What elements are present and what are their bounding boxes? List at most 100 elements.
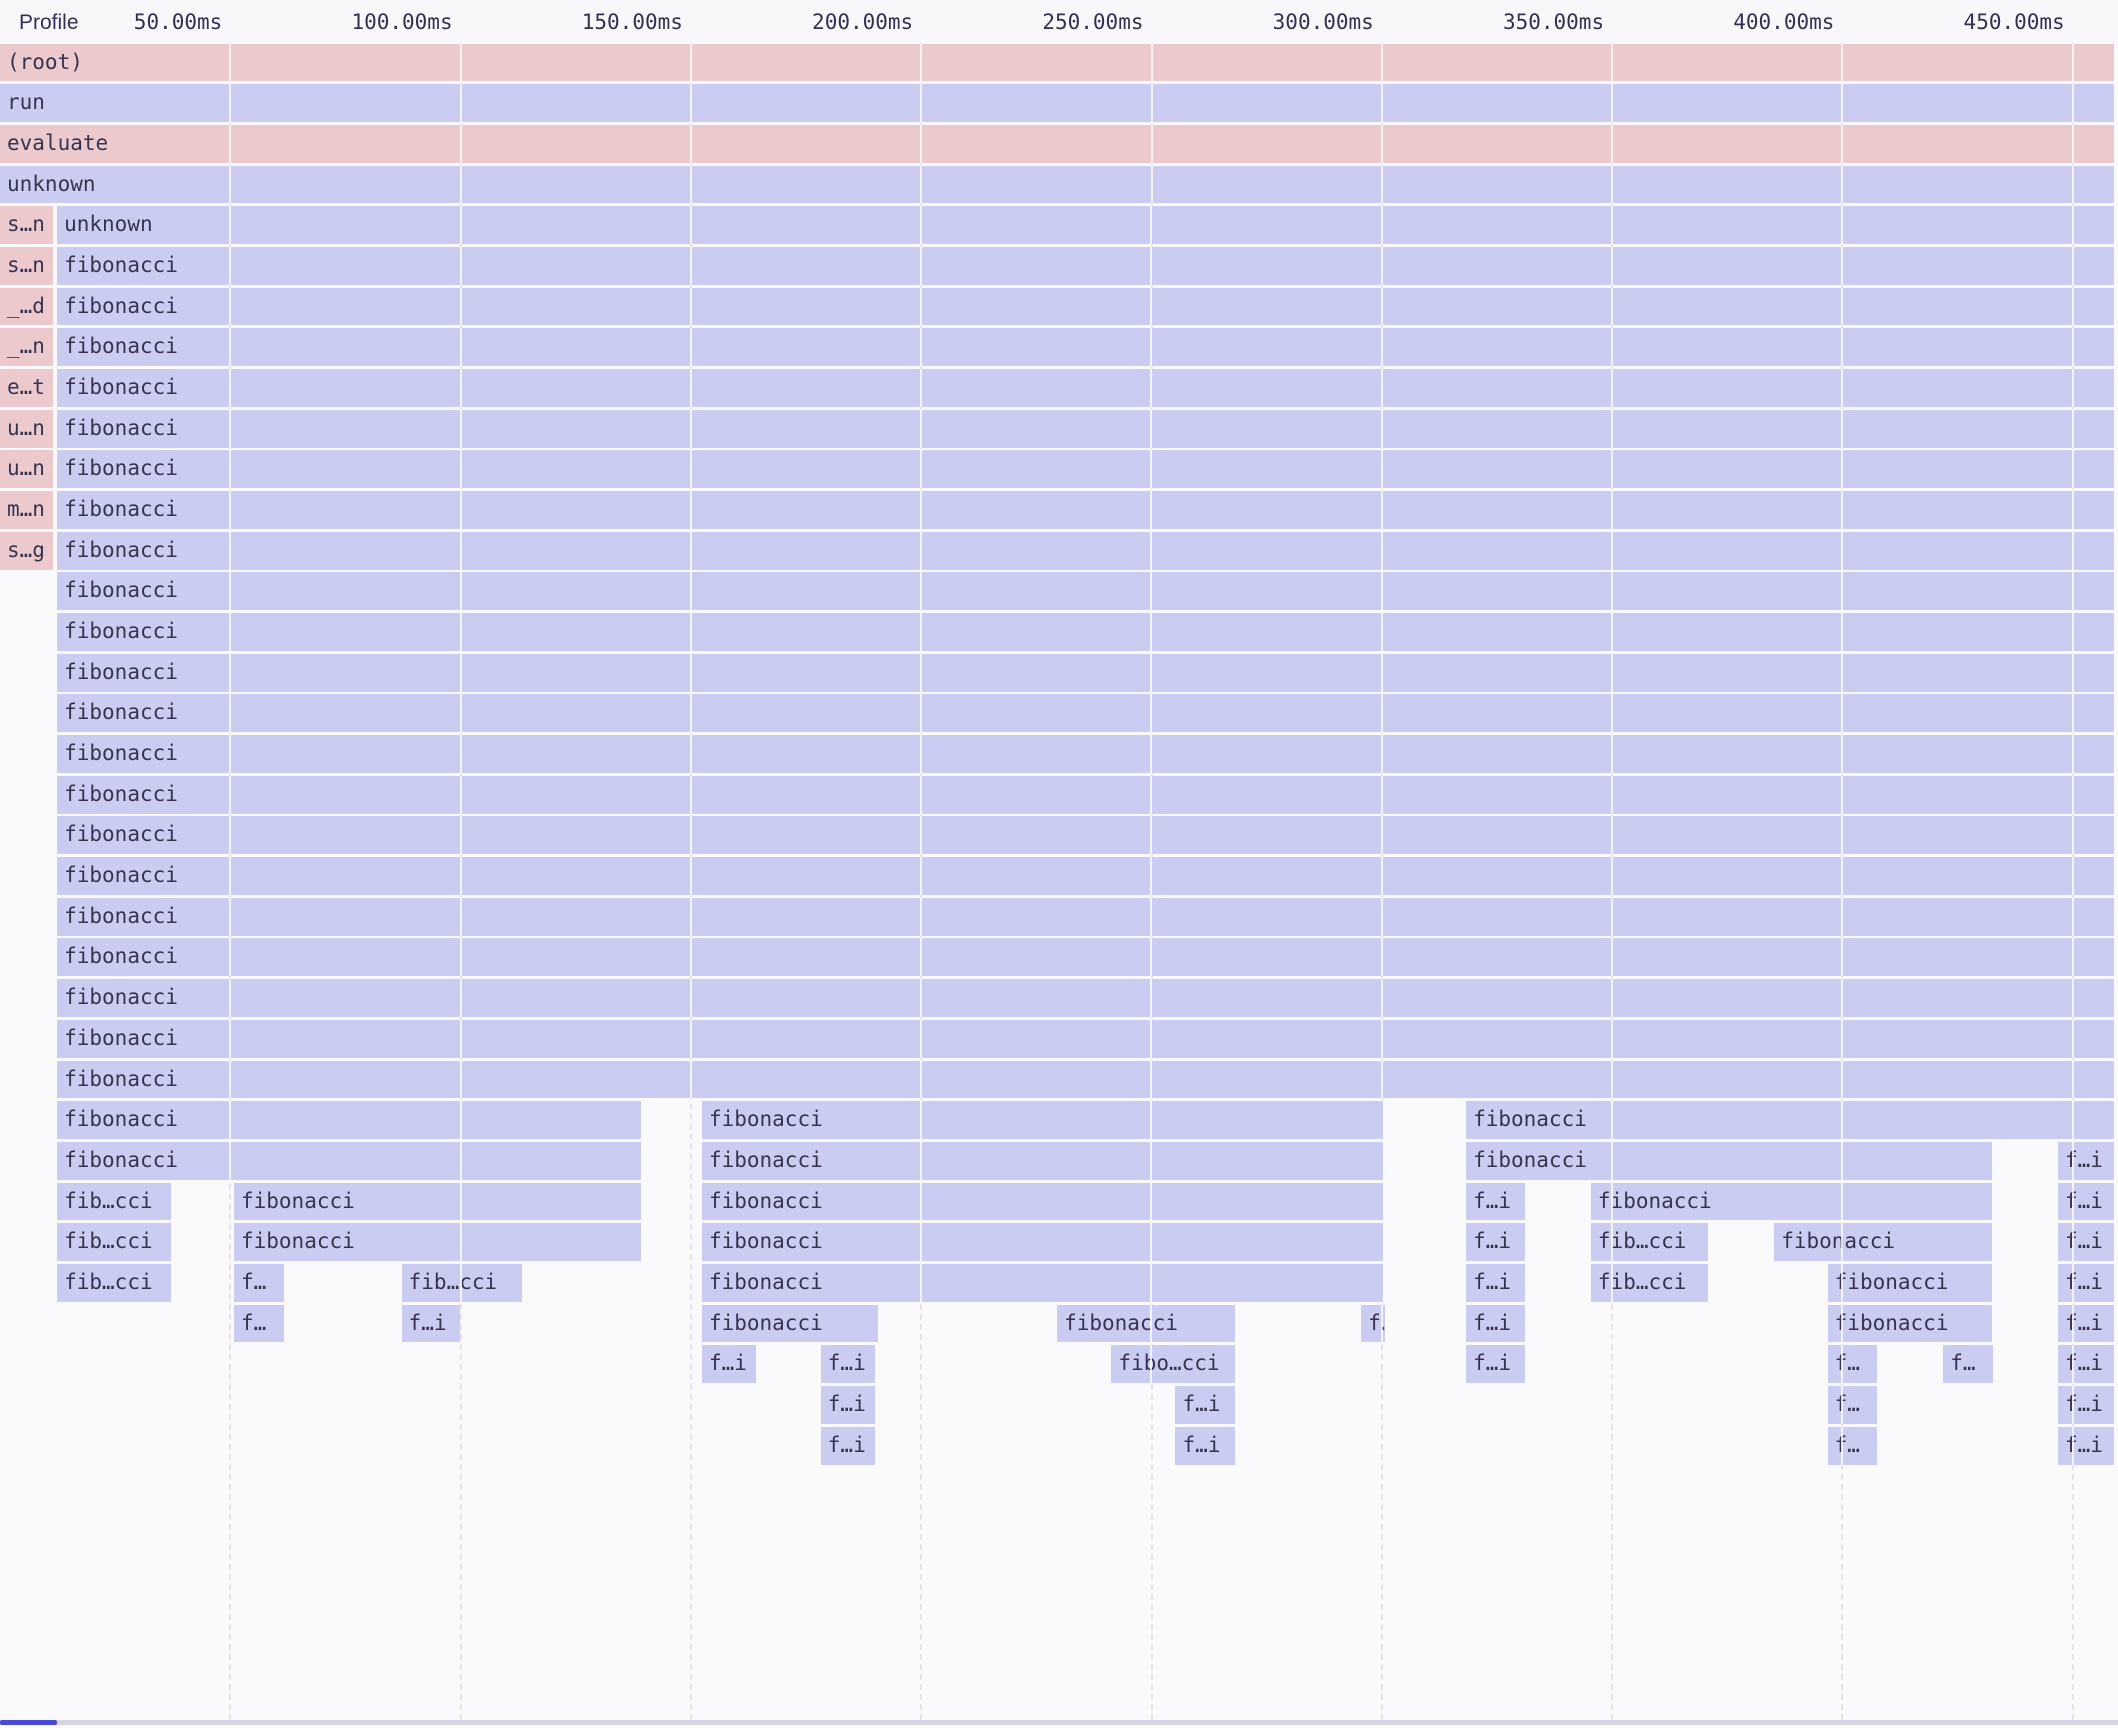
flame-frame[interactable]: f…i bbox=[2057, 1182, 2115, 1221]
flame-frame[interactable]: unknown bbox=[57, 206, 2115, 245]
gridline-overlay bbox=[689, 572, 692, 611]
flame-frame[interactable]: f…i bbox=[1466, 1223, 1525, 1262]
gridline-overlay bbox=[1150, 1223, 1153, 1262]
flame-frame[interactable]: f…i bbox=[820, 1385, 876, 1424]
flame-frame[interactable]: fib…cci bbox=[57, 1223, 171, 1262]
flame-frame[interactable]: f…i bbox=[2057, 1304, 2115, 1343]
flame-frame[interactable]: fibonacci bbox=[57, 287, 2115, 326]
flame-frame[interactable]: fib…cci bbox=[1590, 1263, 1709, 1302]
flame-frame[interactable]: f…i bbox=[2057, 1223, 2115, 1262]
flame-frame[interactable]: u…n bbox=[0, 409, 53, 448]
flame-frame[interactable]: f…i bbox=[1175, 1385, 1235, 1424]
flame-frame[interactable]: f… bbox=[1827, 1426, 1877, 1465]
flame-frame[interactable]: f… bbox=[1943, 1345, 1993, 1384]
flame-frame[interactable]: f… bbox=[1361, 1304, 1385, 1343]
gridline-overlay bbox=[1841, 857, 1844, 895]
flame-frame[interactable]: fib…cci bbox=[1590, 1223, 1709, 1262]
flame-frame[interactable]: fibonacci bbox=[57, 572, 2115, 611]
flame-frame[interactable]: f…i bbox=[2057, 1426, 2115, 1465]
flame-frame[interactable]: fibonacci bbox=[1590, 1182, 1992, 1221]
gridline-overlay bbox=[1841, 897, 1844, 936]
flame-frame[interactable]: s…g bbox=[0, 531, 53, 570]
flame-frame[interactable]: fibonacci bbox=[1827, 1263, 1992, 1302]
flame-frame[interactable]: u…n bbox=[0, 450, 53, 489]
flame-frame[interactable]: fibonacci bbox=[57, 1019, 2115, 1058]
flame-frame[interactable]: f…i bbox=[1466, 1345, 1525, 1384]
flame-frame[interactable]: f… bbox=[233, 1304, 284, 1343]
flame-frame[interactable]: fibonacci bbox=[57, 735, 2115, 773]
flame-frame[interactable]: f…i bbox=[820, 1426, 876, 1465]
flame-frame[interactable]: fibonacci bbox=[57, 490, 2115, 529]
flame-frame[interactable]: unknown bbox=[0, 165, 2115, 204]
flame-frame[interactable]: fibonacci bbox=[1827, 1304, 1992, 1343]
flame-frame[interactable]: fibonacci bbox=[1057, 1304, 1235, 1343]
flame-frame[interactable]: evaluate bbox=[0, 124, 2115, 163]
gridline-overlay bbox=[1841, 328, 1844, 367]
flame-frame[interactable]: fib…cci bbox=[401, 1263, 522, 1302]
flame-frame[interactable]: s…n bbox=[0, 206, 53, 245]
flame-frame[interactable]: fibonacci bbox=[57, 246, 2115, 285]
flame-frame[interactable]: fibonacci bbox=[701, 1223, 1383, 1262]
gridline-overlay bbox=[2071, 43, 2074, 82]
flame-frame[interactable]: fibonacci bbox=[1466, 1101, 2115, 1140]
flame-frame[interactable]: fibonacci bbox=[701, 1304, 878, 1343]
flame-frame[interactable]: fibonacci bbox=[57, 1101, 641, 1140]
flame-frame[interactable]: e…t bbox=[0, 368, 53, 407]
flame-frame[interactable]: f… bbox=[1827, 1345, 1877, 1384]
flame-frame[interactable]: fibonacci bbox=[57, 1141, 641, 1180]
flame-frame[interactable]: fibonacci bbox=[57, 816, 2115, 855]
flame-frame[interactable]: f…i bbox=[2057, 1263, 2115, 1302]
flame-frame[interactable]: fibonacci bbox=[701, 1182, 1383, 1221]
flame-frame[interactable]: f…i bbox=[2057, 1385, 2115, 1424]
flame-frame[interactable]: f…i bbox=[2057, 1345, 2115, 1384]
gridline-overlay bbox=[459, 694, 462, 733]
flame-frame[interactable]: fibo…cci bbox=[1111, 1345, 1235, 1384]
flame-frame[interactable]: fibonacci bbox=[57, 897, 2115, 936]
flame-frame[interactable]: fibonacci bbox=[701, 1141, 1383, 1180]
gridline-overlay bbox=[229, 775, 232, 814]
flame-frame[interactable]: _…n bbox=[0, 328, 53, 367]
flame-frame[interactable]: f…i bbox=[1175, 1426, 1235, 1465]
flame-frame[interactable]: fibonacci bbox=[701, 1263, 1383, 1302]
flame-frame[interactable]: fibonacci bbox=[57, 653, 2115, 692]
horizontal-scrollbar-track[interactable] bbox=[0, 1720, 2118, 1725]
flame-frame[interactable]: f…i bbox=[1466, 1304, 1525, 1343]
flame-frame[interactable]: f…i bbox=[1466, 1182, 1525, 1221]
flame-frame[interactable]: f…i bbox=[1466, 1263, 1525, 1302]
horizontal-scrollbar-thumb[interactable] bbox=[0, 1720, 57, 1725]
flame-frame[interactable]: f… bbox=[233, 1263, 284, 1302]
flame-frame[interactable]: _…d bbox=[0, 287, 53, 326]
flame-frame[interactable]: fibonacci bbox=[57, 531, 2115, 570]
flame-frame[interactable]: f…i bbox=[401, 1304, 461, 1343]
time-tick-label: 300.00ms bbox=[1272, 10, 1374, 34]
flame-frame[interactable]: fibonacci bbox=[57, 328, 2115, 367]
flame-frame[interactable]: fibonacci bbox=[701, 1101, 1383, 1140]
flame-frame[interactable]: fibonacci bbox=[57, 694, 2115, 733]
gridline-overlay bbox=[1380, 165, 1383, 204]
flame-frame[interactable]: f…i bbox=[820, 1345, 876, 1384]
flame-frame[interactable]: fibonacci bbox=[57, 979, 2115, 1018]
flame-frame[interactable]: fibonacci bbox=[1466, 1141, 1992, 1180]
gridline-overlay bbox=[1611, 1019, 1614, 1058]
gridline-overlay bbox=[459, 246, 462, 285]
flame-frame[interactable]: fibonacci bbox=[57, 857, 2115, 895]
flame-frame[interactable]: fibonacci bbox=[233, 1223, 641, 1262]
flame-frame[interactable]: fibonacci bbox=[57, 775, 2115, 814]
flame-frame[interactable]: m…n bbox=[0, 490, 53, 529]
flame-frame[interactable]: fib…cci bbox=[57, 1182, 171, 1221]
flame-frame[interactable]: f… bbox=[1827, 1385, 1877, 1424]
flame-frame[interactable]: fibonacci bbox=[57, 409, 2115, 448]
flame-frame[interactable]: fibonacci bbox=[233, 1182, 641, 1221]
flame-frame[interactable]: f…i bbox=[2057, 1141, 2115, 1180]
flame-frame[interactable]: s…n bbox=[0, 246, 53, 285]
flame-frame[interactable]: fib…cci bbox=[57, 1263, 171, 1302]
flame-frame[interactable]: run bbox=[0, 84, 2115, 123]
flame-frame[interactable]: (root) bbox=[0, 43, 2115, 82]
flame-frame[interactable]: fibonacci bbox=[57, 450, 2115, 489]
flame-frame[interactable]: fibonacci bbox=[1774, 1223, 1992, 1262]
flame-frame[interactable]: f…i bbox=[701, 1345, 756, 1384]
flame-frame[interactable]: fibonacci bbox=[57, 613, 2115, 651]
flame-frame[interactable]: fibonacci bbox=[57, 938, 2115, 977]
flame-frame[interactable]: fibonacci bbox=[57, 368, 2115, 407]
flame-frame[interactable]: fibonacci bbox=[57, 1060, 2115, 1099]
